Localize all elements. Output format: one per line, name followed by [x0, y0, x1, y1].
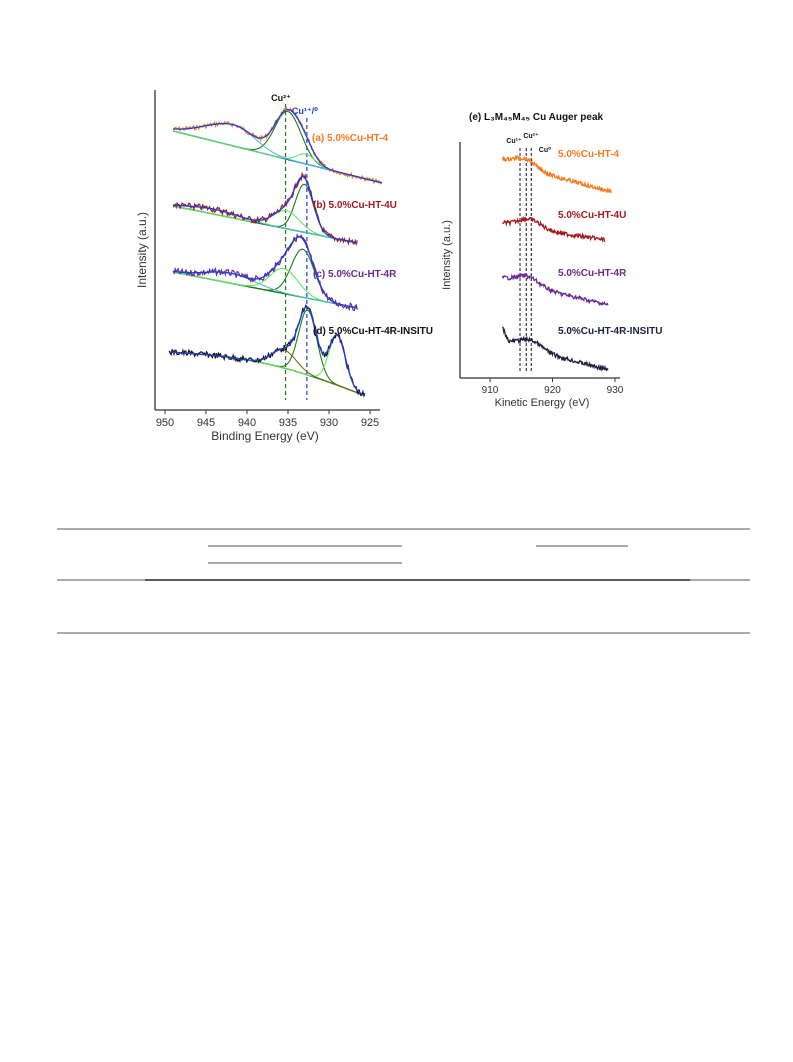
xps-tick-label: 930 — [320, 417, 338, 429]
auger-reference-lines — [519, 148, 532, 372]
auger-series-line — [501, 326, 609, 372]
xps-envelope-fit — [173, 175, 358, 244]
auger-series-line — [502, 215, 606, 243]
auger-y-axis-title: Intensity (a.u.) — [441, 220, 453, 290]
xps-ref-label-cu10: Cu¹⁺/⁰ — [292, 106, 318, 116]
auger-x-axis-title: Kinetic Energy (eV) — [495, 397, 590, 409]
xps-envelope-fit — [173, 108, 382, 184]
auger-series-line — [501, 154, 612, 194]
xps-series-label-c: (c) 5.0%Cu-HT-4R — [313, 269, 397, 280]
xps-ref-label-cu2: Cu²⁺ — [271, 93, 291, 103]
table — [57, 528, 750, 634]
xps-ticks: 950 945 940 935 930 925 — [156, 410, 379, 429]
auger-tick-label: 910 — [482, 385, 499, 396]
auger-tick-label: 920 — [544, 385, 561, 396]
auger-series-label-3: 5.0%Cu-HT-4R — [558, 268, 627, 279]
auger-series-label-1: 5.0%Cu-HT-4 — [558, 149, 620, 160]
auger-tick-label: 930 — [607, 385, 624, 396]
xps-y-axis-title: Intensity (a.u.) — [135, 212, 149, 288]
auger-series-line — [501, 272, 609, 306]
auger-ref-label-cu1: Cu¹⁺ — [506, 137, 522, 145]
auger-ref-label-cu2: Cu²⁺ — [523, 132, 539, 140]
xps-series-label-b: (b) 5.0%Cu-HT-4U — [313, 200, 397, 211]
auger-ref-label-cu0: Cu⁰ — [539, 146, 551, 154]
xps-data-line — [168, 304, 366, 398]
xps-tick-label: 935 — [279, 417, 297, 429]
auger-curves — [501, 154, 612, 372]
xps-data-line — [172, 233, 358, 312]
xps-series-label-a: (a) 5.0%Cu-HT-4 — [312, 133, 389, 144]
xps-tick-label: 940 — [238, 417, 256, 429]
auger-ticks: 910 920 930 — [482, 378, 624, 396]
xps-reference-lines — [284, 104, 308, 400]
xps-envelope-fit — [173, 236, 358, 309]
xps-envelope-fit — [169, 306, 366, 397]
xps-tick-label: 945 — [197, 417, 215, 429]
xps-x-axis-title: Binding Energy (eV) — [211, 429, 318, 443]
auger-panel-title: (e) L₃M₄₅M₄₅ Cu Auger peak — [469, 112, 604, 123]
xps-series-label-d: (d) 5.0%Cu-HT-4R-INSITU — [313, 326, 433, 337]
auger-chart: (e) L₃M₄₅M₄₅ Cu Auger peak 910 920 930 Kin… — [441, 112, 662, 409]
xps-curves — [168, 106, 383, 398]
auger-series-label-4: 5.0%Cu-HT-4R-INSITU — [558, 326, 662, 337]
xps-tick-label: 950 — [156, 417, 174, 429]
xps-fit-component — [173, 110, 382, 184]
xps-fit-component — [169, 334, 366, 396]
xps-chart: 950 945 940 935 930 925 Binding Energy (eV) I… — [135, 90, 433, 443]
xps-tick-label: 925 — [361, 417, 379, 429]
auger-series-label-2: 5.0%Cu-HT-4U — [558, 210, 626, 221]
